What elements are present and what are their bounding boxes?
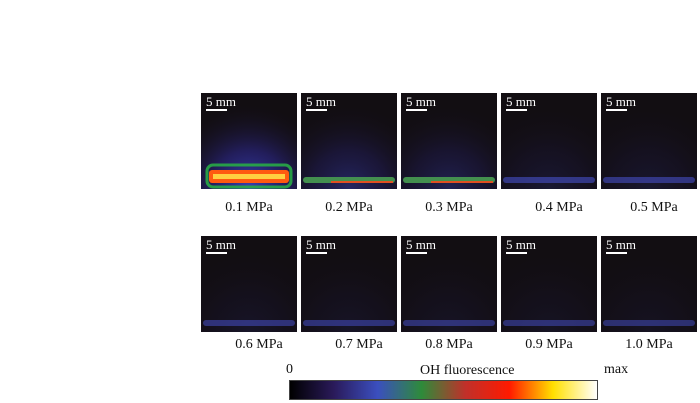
fluorescence-image: 5 mm <box>201 93 297 189</box>
fluorescence-image: 5 mm <box>601 236 697 332</box>
scale-bar-label: 5 mm <box>306 237 336 252</box>
colorbar <box>289 380 598 400</box>
fluorescence-band-core <box>431 181 493 183</box>
pressure-caption: 0.3 MPa <box>425 200 473 215</box>
pressure-caption: 0.7 MPa <box>335 337 383 352</box>
scale-bar-label: 5 mm <box>606 237 636 252</box>
fluorescence-band <box>403 320 495 326</box>
scale-bar <box>406 252 427 254</box>
fluorescence-image: 5 mm <box>401 236 497 332</box>
colorbar-min-label: 0 <box>286 362 293 377</box>
scale-bar-label: 5 mm <box>406 237 436 252</box>
scale-bar <box>506 109 527 111</box>
pressure-caption: 0.5 MPa <box>630 200 678 215</box>
pressure-caption: 0.6 MPa <box>235 337 283 352</box>
fluorescence-band-edge <box>205 163 293 189</box>
pressure-caption: 0.2 MPa <box>325 200 373 215</box>
scale-bar-label: 5 mm <box>506 237 536 252</box>
scale-bar <box>306 109 327 111</box>
pressure-caption: 1.0 MPa <box>625 337 673 352</box>
scale-bar-label: 5 mm <box>606 94 636 109</box>
scale-bar-label: 5 mm <box>206 237 236 252</box>
pressure-caption: 0.4 MPa <box>535 200 583 215</box>
scale-bar <box>506 252 527 254</box>
fluorescence-band <box>203 320 295 326</box>
fluorescence-image: 5 mm <box>601 93 697 189</box>
fluorescence-band <box>603 320 695 326</box>
fluorescence-band-core <box>331 181 393 183</box>
fluorescence-image: 5 mm <box>501 93 597 189</box>
fluorescence-band <box>303 320 395 326</box>
colorbar-max-label: max <box>604 362 629 377</box>
fluorescence-field <box>401 93 497 189</box>
scale-bar-label: 5 mm <box>306 94 336 109</box>
scale-bar-label: 5 mm <box>506 94 536 109</box>
scale-bar <box>606 109 627 111</box>
scale-bar <box>606 252 627 254</box>
scale-bar-label: 5 mm <box>406 94 436 109</box>
scale-bar <box>206 252 227 254</box>
fluorescence-band <box>503 320 595 326</box>
pressure-caption: 0.9 MPa <box>525 337 573 352</box>
fluorescence-image: 5 mm <box>501 236 597 332</box>
colorbar-title: OH fluorescence <box>420 363 515 378</box>
fluorescence-image: 5 mm <box>301 93 397 189</box>
pressure-caption: 0.1 MPa <box>225 200 273 215</box>
scale-bar <box>206 109 227 111</box>
scale-bar <box>306 252 327 254</box>
scale-bar <box>406 109 427 111</box>
scale-bar-label: 5 mm <box>206 94 236 109</box>
fluorescence-band-core <box>213 174 285 179</box>
fluorescence-band <box>503 177 595 183</box>
fluorescence-image: 5 mm <box>401 93 497 189</box>
fluorescence-band <box>603 177 695 183</box>
pressure-caption: 0.8 MPa <box>425 337 473 352</box>
fluorescence-image: 5 mm <box>201 236 297 332</box>
fluorescence-image: 5 mm <box>301 236 397 332</box>
